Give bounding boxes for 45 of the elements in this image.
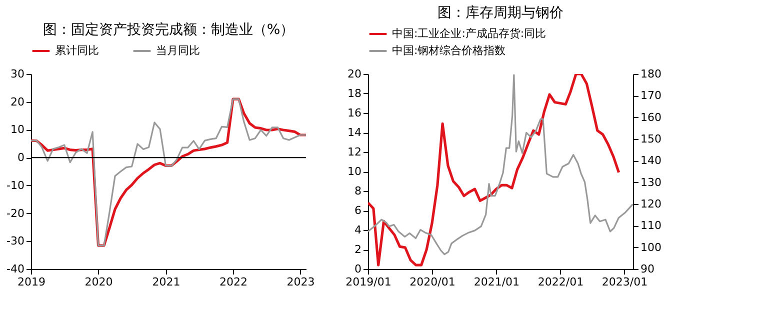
x-tick-label: 2020/01 (410, 276, 456, 288)
y2-tick-label: 110 (640, 219, 662, 232)
legend-label: 当月同比 (156, 44, 200, 57)
x-tick-label: 2023/01 (602, 276, 648, 288)
x-tick-label: 2022 (220, 276, 248, 288)
y-tick-label: -20 (6, 206, 24, 220)
y-tick-label: 10 (10, 123, 24, 136)
y-tick-label: 4 (354, 224, 362, 236)
y2-tick-label: 150 (640, 132, 662, 146)
x-tick-label: 2019/01 (346, 276, 392, 288)
y2-tick-label: 130 (640, 176, 662, 189)
y-tick-label: 20 (348, 68, 362, 80)
x-tick-label: 2023 (286, 276, 315, 288)
x-tick-label: 2020 (84, 276, 113, 288)
y-tick-label: 0 (354, 262, 362, 276)
legend-label: 中国:工业企业:产成品存货:同比 (392, 27, 546, 40)
chart-title: 图：库存周期与钢价 (438, 5, 564, 21)
x-tick-label: 2021/01 (474, 276, 520, 288)
y-tick-label: 10 (348, 165, 362, 178)
y-tick-label: 20 (10, 95, 24, 108)
y2-tick-label: 120 (640, 198, 662, 210)
y-tick-label: 30 (10, 68, 24, 80)
legend-label: 累计同比 (55, 44, 99, 57)
y-tick-label: 12 (348, 146, 362, 158)
y-tick-label: 6 (354, 204, 362, 217)
y2-tick-label: 180 (640, 68, 662, 80)
y2-tick-label: 90 (640, 262, 654, 276)
x-tick-label: 2022/01 (538, 276, 584, 288)
y-tick-label: -10 (6, 178, 24, 192)
y-tick-label: 16 (348, 106, 362, 120)
y-tick-label: 2 (354, 243, 362, 256)
y-tick-label: 18 (348, 87, 362, 100)
y-tick-label: -30 (6, 234, 24, 248)
y-tick-label: 8 (354, 184, 362, 198)
y2-tick-label: 170 (640, 89, 662, 102)
y-tick-label: -40 (6, 262, 24, 276)
y2-tick-label: 100 (640, 240, 662, 254)
y2-tick-label: 160 (640, 110, 662, 124)
y-tick-label: 14 (348, 126, 362, 139)
y-tick-label: 0 (18, 151, 24, 164)
legend-label: 中国:钢材综合价格指数 (392, 44, 506, 57)
x-tick-label: 2019 (18, 276, 46, 288)
chart-title: 图：固定资产投资完成额：制造业（%） (42, 22, 294, 38)
y2-tick-label: 140 (640, 154, 662, 168)
x-tick-label: 2021 (152, 276, 180, 288)
